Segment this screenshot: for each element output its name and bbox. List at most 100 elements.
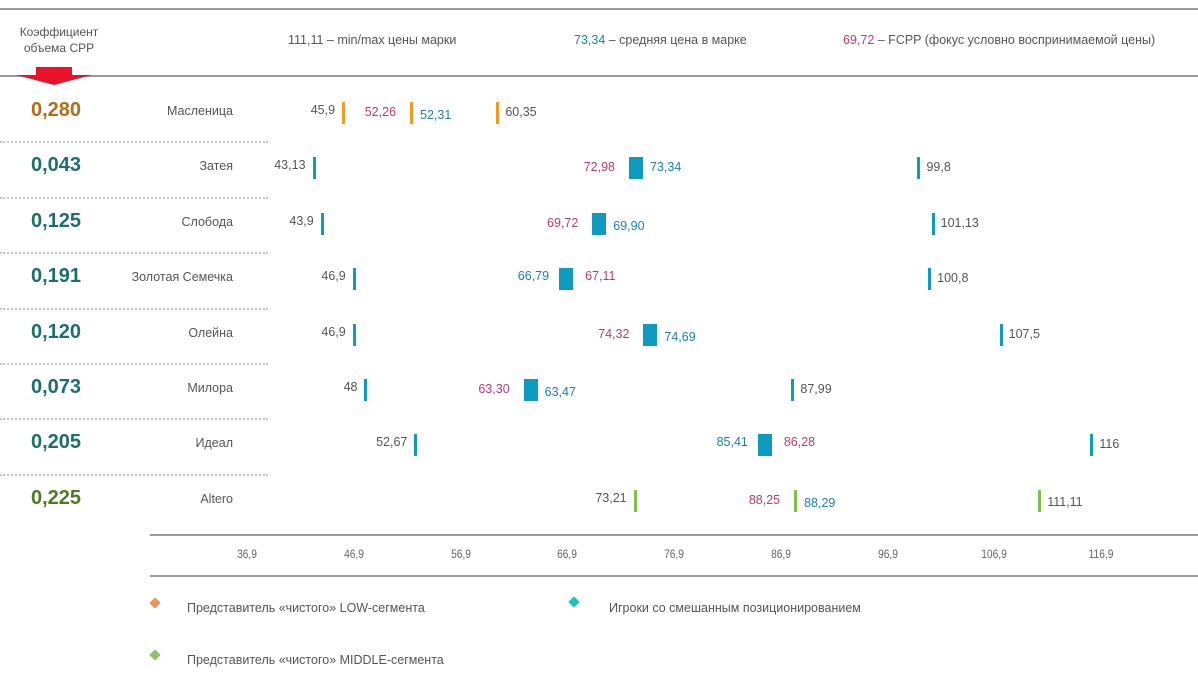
average-price-label: 63,47 xyxy=(544,385,576,399)
max-price-marker xyxy=(1038,489,1042,512)
min-price-marker xyxy=(352,268,356,291)
min-price-label: 46,9 xyxy=(321,324,346,339)
min-price-marker xyxy=(633,489,637,512)
fcpp-label: 86,28 xyxy=(783,435,816,450)
x-axis-tick-label: 96,9 xyxy=(877,547,898,561)
average-price-label: 52,31 xyxy=(420,108,452,122)
average-price-marker xyxy=(523,379,538,401)
average-price-marker xyxy=(559,268,574,291)
min-price-marker xyxy=(364,379,368,401)
max-price-label: 100,8 xyxy=(937,271,969,286)
average-price-label: 88,29 xyxy=(804,495,836,510)
min-price-label: 48 xyxy=(343,380,358,394)
min-price-label: 73,21 xyxy=(595,490,627,505)
average-price-marker xyxy=(794,489,798,512)
min-price-label: 43,9 xyxy=(289,213,314,228)
brand-label: Олейна xyxy=(188,325,233,340)
min-price-marker xyxy=(312,157,316,180)
average-price-marker xyxy=(628,157,643,180)
legend-average-value: 73,34 xyxy=(574,33,606,47)
average-price-marker xyxy=(410,102,413,124)
coef-column-title: Коэффициент объема СРР xyxy=(19,25,99,55)
brand-label: Слобода xyxy=(181,214,234,229)
max-price-marker xyxy=(791,379,795,401)
row-separator xyxy=(0,252,268,255)
fcpp-label: 52,26 xyxy=(364,105,397,119)
x-axis-tick-label: 66,9 xyxy=(557,547,578,561)
min-price-marker xyxy=(352,323,356,346)
legend-minmax-value: 111,11 xyxy=(288,33,324,47)
x-axis-tick-label: 46,9 xyxy=(343,547,364,561)
average-price-marker xyxy=(592,212,607,235)
axis-top-rule xyxy=(150,534,1198,536)
brand-label: Масленица xyxy=(167,104,233,118)
brand-label: Милора xyxy=(187,381,233,395)
max-price-label: 99,8 xyxy=(926,160,951,175)
fcpp-label: 69,72 xyxy=(547,215,579,230)
row-separator xyxy=(0,363,268,365)
average-price-label: 73,34 xyxy=(649,160,682,175)
coef-value: 0,073 xyxy=(30,376,82,398)
max-price-marker xyxy=(999,323,1003,346)
coef-value: 0,225 xyxy=(30,486,82,509)
max-price-label: 87,99 xyxy=(800,382,832,396)
row-separator xyxy=(0,307,268,310)
middle-segment-diamond-icon xyxy=(149,649,161,661)
x-axis-tick-label: 106,9 xyxy=(981,547,1008,561)
legend-middle-segment: Представитель «чистого» MIDDLE-сегмента xyxy=(187,653,444,667)
min-price-label: 46,9 xyxy=(321,269,346,284)
red-arrow-down-icon xyxy=(16,67,92,85)
fcpp-label: 63,30 xyxy=(478,382,510,396)
legend-minmax-text: – min/max цены марки xyxy=(323,33,457,47)
coef-value: 0,043 xyxy=(30,154,82,177)
min-price-label: 43,13 xyxy=(274,158,306,173)
legend-average: 73,34 – средняя цена в марке xyxy=(574,33,747,47)
average-price-label: 69,90 xyxy=(613,218,645,233)
min-price-label: 52,67 xyxy=(376,435,408,450)
average-price-label: 74,69 xyxy=(664,329,696,344)
average-price-marker xyxy=(757,434,772,457)
min-price-marker xyxy=(320,212,324,235)
row-separator xyxy=(0,418,268,421)
brand-label: Затея xyxy=(199,159,233,174)
max-price-label: 111,11 xyxy=(1047,494,1083,509)
coef-value: 0,205 xyxy=(30,431,82,454)
coef-value: 0,125 xyxy=(30,209,82,232)
average-price-label: 66,79 xyxy=(517,269,550,284)
legend-mixed-segment: Игроки со смешанным позиционированием xyxy=(609,601,861,615)
legend-minmax: 111,11 – min/max цены марки xyxy=(288,33,456,47)
brand-label: Идеал xyxy=(195,436,233,451)
x-axis-tick-label: 36,9 xyxy=(237,547,257,561)
row-separator xyxy=(0,196,268,199)
brand-label: Altero xyxy=(200,491,233,506)
max-price-marker xyxy=(496,102,500,124)
min-price-marker xyxy=(342,102,346,124)
legend-fcpp-value: 69,72 xyxy=(843,33,875,47)
brand-label: Золотая Семечка xyxy=(131,270,233,285)
average-price-marker xyxy=(643,323,658,346)
max-price-label: 116 xyxy=(1099,437,1120,452)
coef-value: 0,191 xyxy=(30,265,82,288)
legend-low-segment: Представитель «чистого» LOW-сегмента xyxy=(187,601,425,615)
x-axis-tick-label: 76,9 xyxy=(664,547,684,561)
header-top-rule xyxy=(0,8,1198,10)
fcpp-label: 67,11 xyxy=(585,269,616,284)
row-separator xyxy=(0,141,268,144)
header-bottom-rule xyxy=(0,75,1198,77)
max-price-label: 101,13 xyxy=(940,215,979,230)
max-price-marker xyxy=(1090,434,1094,457)
fcpp-label: 72,98 xyxy=(583,160,615,175)
max-price-marker xyxy=(917,157,921,180)
min-price-label: 45,9 xyxy=(310,103,336,117)
fcpp-label: 88,25 xyxy=(748,492,781,507)
x-axis-tick-label: 56,9 xyxy=(450,547,471,561)
legend-average-text: – средняя цена в марке xyxy=(605,33,747,47)
coef-value: 0,280 xyxy=(30,99,82,121)
mixed-segment-diamond-icon xyxy=(568,596,580,608)
min-price-marker xyxy=(414,434,418,457)
legend-fcpp-text: – FCPP (фокус условно воспринимаемой цен… xyxy=(874,33,1156,47)
x-axis-tick-label: 116,9 xyxy=(1088,547,1114,561)
low-segment-diamond-icon xyxy=(149,597,161,609)
legend-fcpp: 69,72 – FCPP (фокус условно воспринимаем… xyxy=(843,33,1155,47)
average-price-label: 85,41 xyxy=(716,435,748,450)
